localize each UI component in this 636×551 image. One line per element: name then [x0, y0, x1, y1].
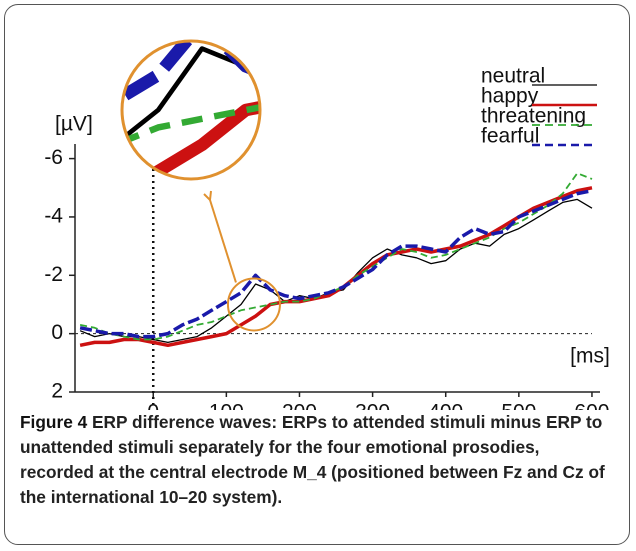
caption-text: ERP difference waves: ERPs to attended s…	[20, 412, 605, 507]
zoom-ring	[120, 39, 262, 181]
x-tick-label: 500	[501, 401, 536, 410]
legend-label: neutral	[481, 65, 545, 88]
series-line	[79, 188, 593, 339]
y-tick-label: -4	[44, 204, 63, 227]
y-tick-label: 0	[51, 321, 63, 344]
frame	[4, 4, 630, 545]
x-tick-label: 200	[282, 401, 317, 410]
x-tick-label: 0	[147, 401, 159, 410]
x-tick-label: 400	[428, 401, 463, 410]
series-line	[79, 172, 593, 341]
series-line	[79, 186, 593, 348]
chart: [µV] [ms] -6 -4 -2 0 2 0 100 200 300 400 500 600 neu…	[44, 39, 610, 410]
caption-label: Figure 4	[20, 412, 88, 432]
legend-label: fearful	[481, 125, 539, 148]
x-tick-label: 300	[355, 401, 390, 410]
caption: Figure 4 ERP difference waves: ERPs to a…	[20, 410, 616, 510]
y-tick-label: 2	[51, 380, 63, 403]
series-line	[122, 41, 260, 179]
x-axis-label: [ms]	[570, 345, 610, 368]
zoom-bg	[122, 41, 260, 179]
x-tick-label: 100	[209, 401, 244, 410]
legend-label: threatening	[481, 105, 586, 128]
legend-label: happy	[481, 85, 539, 108]
zoom-arrow	[209, 199, 237, 283]
zoom-arrowhead	[203, 190, 212, 203]
y-axis-label: [µV]	[55, 113, 93, 136]
y-tick-label: -2	[44, 263, 63, 286]
zoom-source	[226, 277, 281, 332]
y-tick-label: -6	[44, 146, 63, 169]
x-tick-label: 600	[574, 401, 609, 410]
